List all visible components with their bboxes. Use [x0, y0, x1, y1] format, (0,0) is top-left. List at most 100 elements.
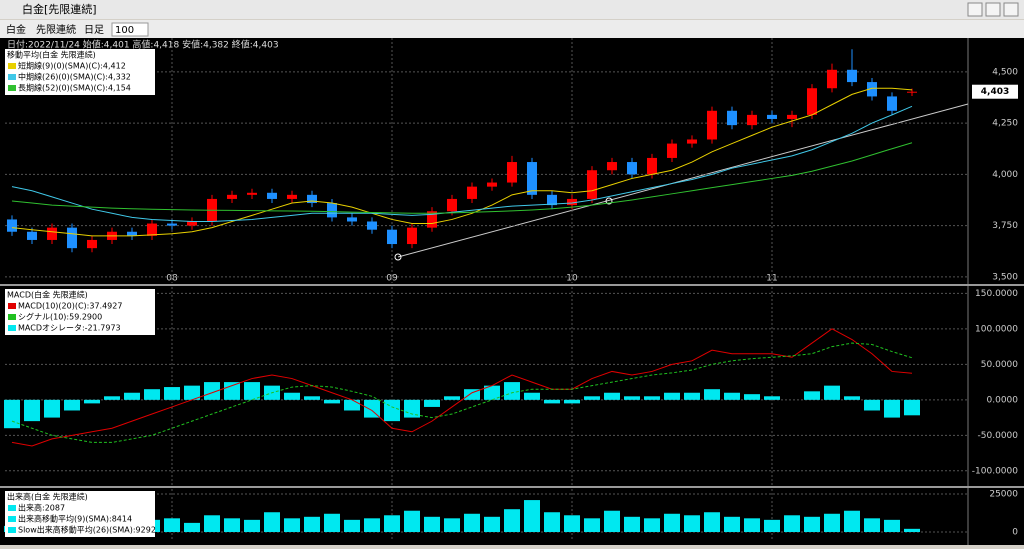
volume-bar: [384, 515, 400, 533]
histogram-bar: [64, 399, 80, 411]
candle-body: [527, 162, 537, 195]
legend-text: 短期線(9)(0)(SMA)(C):4,412: [18, 61, 126, 71]
histogram-bar: [444, 396, 460, 400]
histogram-bar: [4, 399, 20, 429]
volume-bar: [164, 518, 180, 533]
legend-text: 移動平均(白金 先限連続): [7, 50, 96, 60]
volume-bar: [604, 510, 620, 533]
volume-bar: [424, 516, 440, 533]
candle-body: [227, 194, 237, 199]
histogram-bar: [564, 399, 580, 404]
volume-bar: [464, 513, 480, 533]
legend-text: Slow出来高移動平均(26)(SMA):9292: [18, 525, 156, 535]
x-tick-label: 09: [386, 274, 398, 284]
histogram-bar: [404, 399, 420, 418]
volume-bar: [664, 513, 680, 533]
histogram-bar: [624, 396, 640, 400]
candle-body: [147, 223, 157, 236]
last-price-box: [972, 84, 1018, 99]
close-button[interactable]: [1003, 2, 1019, 17]
y-tick-label: -50.0000: [978, 431, 1019, 441]
volume-bar: [844, 510, 860, 533]
trend-anchor: [605, 197, 613, 205]
candle-body: [7, 219, 17, 232]
window-title: 白金[先限連続]: [22, 2, 97, 16]
volume-bar: [764, 519, 780, 533]
histogram-bar: [504, 382, 520, 400]
y-tick-label: 3,500: [992, 272, 1018, 282]
legend-swatch: [8, 505, 16, 511]
histogram-bar: [484, 385, 500, 400]
histogram-bar: [884, 399, 900, 418]
histogram-bar: [644, 396, 660, 400]
volume-bar: [724, 516, 740, 533]
toolbar-item[interactable]: 日足: [84, 24, 104, 36]
volume-bar: [484, 516, 500, 533]
volume-bar: [524, 500, 540, 533]
volume-bar: [704, 512, 720, 533]
candle-body: [767, 114, 777, 119]
y-tick-label: 3,750: [992, 221, 1018, 231]
candle-body: [787, 114, 797, 119]
y-tick-label: 4,250: [992, 119, 1018, 129]
volume-bar: [224, 518, 240, 533]
legend-text: MACD(10)(20)(C):37.4927: [18, 302, 122, 311]
toolbar-item[interactable]: 白金: [6, 23, 26, 36]
volume-bar: [204, 515, 220, 533]
volume-bar: [784, 515, 800, 533]
trend-anchor: [394, 253, 402, 261]
histogram-bar: [544, 399, 560, 404]
volume-bar: [804, 516, 820, 533]
histogram-bar: [524, 392, 540, 400]
y-tick-label: 0.0000: [987, 395, 1019, 405]
x-tick-label: 08: [166, 274, 178, 284]
maximize-button[interactable]: [985, 2, 1001, 17]
candle-body: [407, 227, 417, 245]
y-tick-label: -100.0000: [972, 466, 1018, 476]
histogram-bar: [704, 389, 720, 400]
histogram-bar: [384, 399, 400, 422]
legend-swatch: [8, 516, 16, 522]
histogram-bar: [44, 399, 60, 418]
legend-text: 中期線(26)(0)(SMA)(C):4,332: [18, 72, 131, 82]
legend-text: 出来高:2087: [18, 503, 65, 513]
volume-bar: [544, 512, 560, 533]
y-tick-label: 0: [1012, 528, 1018, 538]
legend-text: 長期線(52)(0)(SMA)(C):4,154: [18, 83, 131, 93]
histogram-bar: [764, 396, 780, 400]
y-tick-label: 4,000: [992, 170, 1018, 180]
volume-bar: [344, 519, 360, 533]
toolbar: [0, 20, 1024, 38]
histogram-bar: [844, 396, 860, 400]
histogram-bar: [604, 392, 620, 400]
toolbar-item[interactable]: 先限連続: [36, 23, 76, 36]
title-bar: [0, 0, 1024, 19]
ma-line: [11, 105, 913, 222]
histogram-bar: [664, 392, 680, 400]
histogram-bar: [744, 394, 760, 400]
histogram-bar: [24, 399, 40, 422]
legend-swatch: [8, 63, 16, 69]
legend-box: [5, 49, 155, 95]
histogram-bar: [584, 396, 600, 400]
y-tick-label: 50.0000: [981, 360, 1018, 370]
candle-body: [907, 91, 917, 93]
ma-line: [11, 328, 913, 447]
y-tick-label: 150.0000: [975, 289, 1018, 299]
histogram-bar: [284, 392, 300, 400]
candle-body: [47, 227, 57, 240]
candle-body: [287, 194, 297, 199]
candle-body: [667, 143, 677, 158]
volume-bar: [504, 509, 520, 533]
count-input[interactable]: [111, 22, 149, 37]
legend-swatch: [8, 74, 16, 80]
candle-body: [747, 114, 757, 126]
ma-line: [11, 142, 913, 214]
volume-bar: [404, 510, 420, 533]
histogram-bar: [104, 396, 120, 400]
candle-body: [827, 69, 837, 89]
volume-bar: [884, 519, 900, 533]
histogram-bar: [464, 389, 480, 400]
minimize-button[interactable]: [967, 2, 983, 17]
